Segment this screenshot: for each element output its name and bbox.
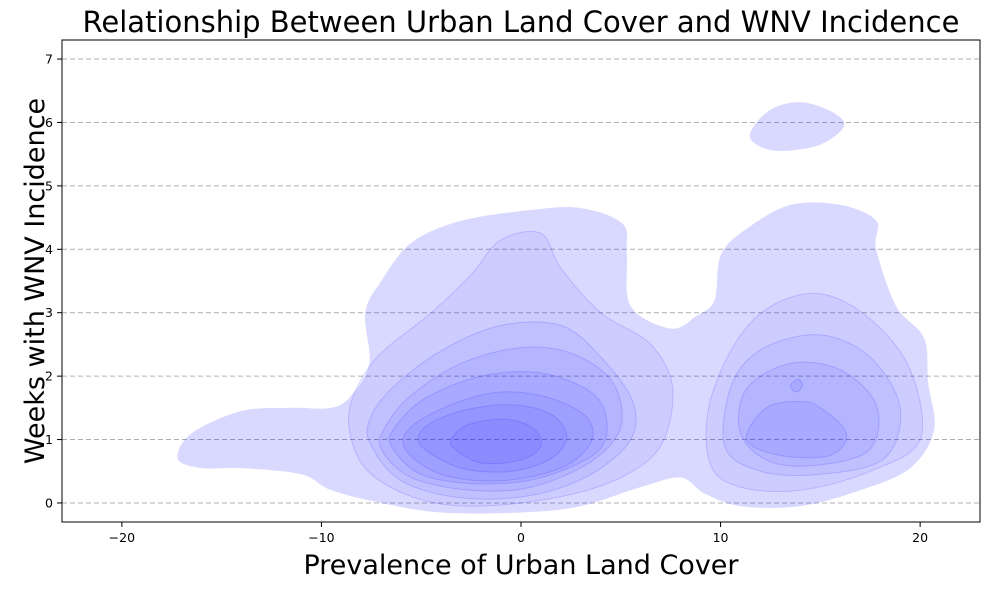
grid-lines [62, 58, 980, 504]
x-tick-label: 0 [517, 530, 525, 545]
density-level-3 [366, 321, 637, 500]
x-axis-label: Prevalence of Urban Land Cover [303, 550, 739, 581]
x-tick-label: −10 [308, 530, 334, 545]
y-axis-ticks: 0 1 2 3 4 5 6 7 [45, 52, 62, 510]
density-level-4 [737, 361, 880, 467]
density-level-7 [417, 404, 568, 473]
density-level-6 [789, 378, 803, 393]
chart-title: Relationship Between Urban Land Cover an… [83, 5, 960, 39]
x-tick-label: −20 [109, 530, 135, 545]
density-level-5 [388, 371, 608, 485]
density-level-2 [705, 292, 924, 493]
y-tick-label: 6 [45, 115, 53, 130]
y-tick-label: 0 [45, 495, 53, 510]
density-level-1 [177, 202, 935, 514]
y-tick-label: 1 [45, 432, 53, 447]
density-level-6 [402, 391, 594, 482]
x-axis-ticks: −20 −10 0 10 20 [109, 522, 928, 545]
density-level-4 [378, 346, 623, 492]
y-tick-label: 5 [45, 178, 53, 193]
density-level-2 [347, 230, 674, 507]
y-tick-label: 2 [45, 369, 53, 384]
x-tick-label: 10 [713, 530, 729, 545]
density-level-5 [745, 401, 848, 459]
density-level-8 [449, 418, 542, 465]
x-tick-label: 20 [912, 530, 928, 545]
y-axis-label: Weeks with WNV Incidence [20, 98, 51, 464]
y-tick-label: 7 [45, 52, 53, 67]
y-tick-label: 3 [45, 305, 53, 320]
y-tick-label: 4 [45, 242, 53, 257]
density-plot-area [177, 102, 935, 514]
density-level-1 [749, 102, 845, 151]
density-level-3 [722, 334, 902, 477]
